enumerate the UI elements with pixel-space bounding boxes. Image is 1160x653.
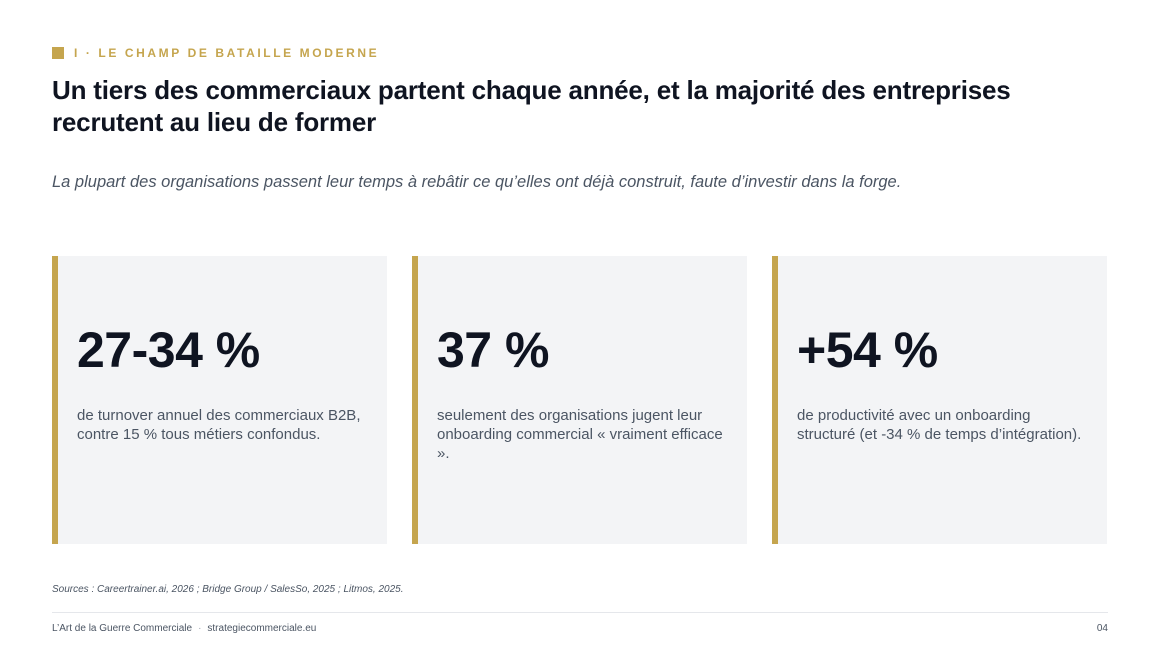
footer-brand: L’Art de la Guerre Commerciale [52, 623, 193, 634]
footer-site-link[interactable]: strategiecommerciale.eu [207, 623, 317, 634]
stat-card-productivity: +54 % de productivité avec un onboarding… [772, 256, 1107, 544]
section-label: I · LE CHAMP DE BATAILLE MODERNE [52, 46, 379, 60]
stat-description: seulement des organisations jugent leur … [437, 407, 723, 462]
sources-note: Sources : Careertrainer.ai, 2026 ; Bridg… [52, 584, 404, 595]
stat-description: de turnover annuel des commerciaux B2B, … [77, 407, 361, 443]
footer-divider [52, 612, 1108, 613]
slide-title: Un tiers des commerciaux partent chaque … [52, 75, 1011, 137]
page-number: 04 [1096, 623, 1108, 634]
stat-description: de productivité avec un onboarding struc… [797, 407, 1082, 443]
stat-value: 37 % [437, 322, 549, 378]
stat-card-turnover: 27-34 % de turnover annuel des commercia… [52, 256, 387, 544]
footer-separator: · [198, 623, 202, 634]
stat-cards: 27-34 % de turnover annuel des commercia… [52, 256, 1107, 544]
footer-credits: L’Art de la Guerre Commerciale · strateg… [52, 623, 316, 634]
section-marker-square [52, 47, 64, 59]
stat-card-onboarding: 37 % seulement des organisations jugent … [412, 256, 747, 544]
stat-value: +54 % [797, 322, 938, 378]
slide-subtitle: La plupart des organisations passent leu… [52, 173, 902, 191]
section-label-text: I · LE CHAMP DE BATAILLE MODERNE [74, 46, 380, 60]
stat-value: 27-34 % [77, 322, 260, 378]
